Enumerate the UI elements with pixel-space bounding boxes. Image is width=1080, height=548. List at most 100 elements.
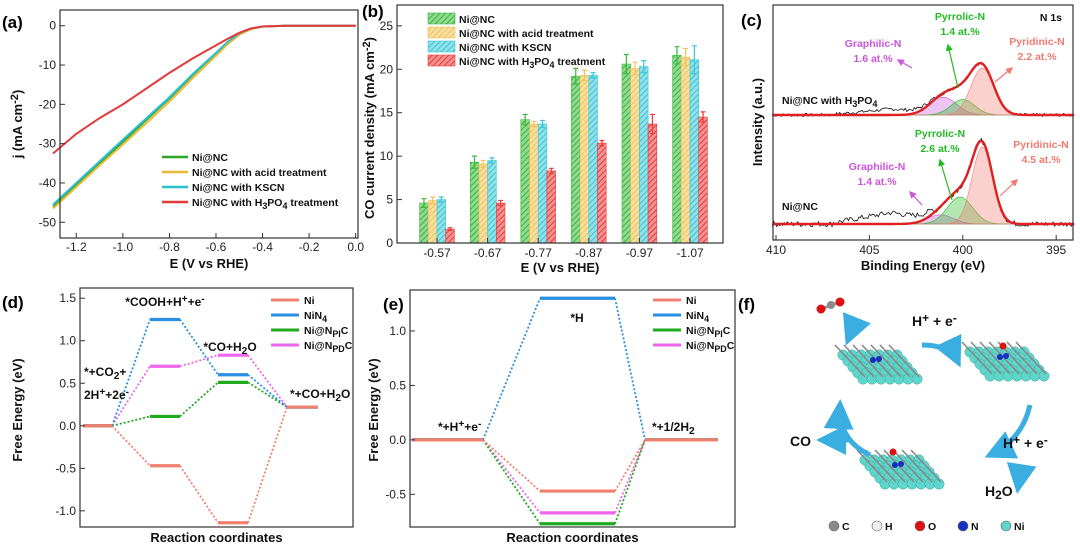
state-label: *CO+H2O <box>203 340 256 357</box>
bar <box>546 170 556 244</box>
legend-label: Ni <box>304 295 315 307</box>
legend-label: Ni@NC with H3PO4 treatment <box>459 56 606 70</box>
bar <box>537 123 548 244</box>
annotation-arrow <box>938 158 953 201</box>
legend-label: Ni@NPDC <box>304 340 353 354</box>
component-name: Pyrrolic-N <box>915 128 965 140</box>
y-tick-label: 0.0 <box>59 419 76 433</box>
error-bar <box>632 61 638 76</box>
error-bar <box>548 167 554 175</box>
y-tick-label: 0.5 <box>389 378 406 392</box>
panel-a-axes <box>59 9 359 239</box>
state-label: *+CO2+ <box>84 365 126 382</box>
y-axis-title: Free Energy (eV) <box>10 358 25 461</box>
y-axis-title: CO current density (mA cm-2) <box>361 37 377 219</box>
panel-label: (f) <box>738 295 755 314</box>
y-tick-label: 1.0 <box>389 324 406 338</box>
x-axis-title: Binding Energy (eV) <box>861 258 985 273</box>
y-tick-label: -10 <box>39 58 57 72</box>
reaction-arrow <box>984 404 1033 459</box>
reaction-arrow <box>842 312 871 346</box>
step-label: H+ + e- <box>912 311 957 329</box>
x-tick-label: 0.0 <box>347 240 364 254</box>
fitted-envelope <box>772 61 1075 117</box>
component-name: Pyrrolic-N <box>935 11 985 23</box>
error-bar <box>489 157 495 164</box>
error-bar <box>599 139 605 147</box>
panel-label: (d) <box>2 293 24 312</box>
y-axis-title: Free Energy (eV) <box>366 358 381 461</box>
legend-label: Ni@NPDC <box>686 340 735 354</box>
state-label: *H <box>570 311 583 325</box>
x-tick-label: -0.2 <box>299 240 320 254</box>
fitted-envelope <box>772 139 1075 226</box>
y-tick-label: 0.0 <box>389 433 406 447</box>
component-value: 2.2 at.% <box>1017 51 1057 63</box>
co2-carbon <box>827 301 835 309</box>
x-axis-title: Reaction coordinates <box>150 530 282 545</box>
energy-connector <box>111 415 151 427</box>
x-tick-label: -1.2 <box>66 240 87 254</box>
bar <box>436 199 446 244</box>
reaction-arrow <box>823 399 872 458</box>
panel-label: (e) <box>383 295 404 314</box>
y-tick-label: -0.5 <box>385 487 406 501</box>
legend-label: Ni@NC with H3PO4 treatment <box>192 197 339 211</box>
energy-connector <box>179 381 219 418</box>
panel-b-axes <box>396 4 724 244</box>
x-tick-label: 405 <box>859 243 879 257</box>
bar <box>672 55 682 244</box>
energy-connector <box>614 439 646 514</box>
bar <box>495 202 506 244</box>
panel-c-axes <box>772 4 1074 241</box>
x-axis-title: Reaction coordinates <box>506 530 638 545</box>
error-bar <box>447 227 453 232</box>
co2-oxygen <box>816 304 826 314</box>
catalyst-slab <box>834 344 923 385</box>
x-axis-title: E (V vs RHE) <box>521 260 600 275</box>
legend-swatch <box>427 54 456 67</box>
bar <box>588 75 598 244</box>
energy-connector <box>179 465 219 524</box>
bar <box>630 68 640 244</box>
error-bar <box>540 119 546 129</box>
x-tick-label: -0.8 <box>159 240 180 254</box>
component-value: 1.4 at.% <box>857 176 897 188</box>
y-tick-label: 5 <box>386 193 393 207</box>
atom-legend-label: Ni <box>1014 521 1025 533</box>
y-tick-label: -0.5 <box>55 461 76 475</box>
atom-legend-swatch <box>1000 520 1012 532</box>
state-label: *+H++e- <box>438 419 481 434</box>
error-bar <box>472 155 478 169</box>
component-name: Graphilic-N <box>849 161 906 173</box>
state-label: *+1/2H2 <box>652 420 695 437</box>
y-tick-label: 15 <box>380 106 394 120</box>
co2-oxygen <box>835 297 845 307</box>
sample-label: Ni@NC with H3PO4 <box>782 95 877 109</box>
error-bar <box>522 113 528 126</box>
bar <box>419 202 429 244</box>
spectrum-title: N 1s <box>1040 12 1062 24</box>
bar <box>520 119 530 244</box>
error-bar <box>430 196 436 205</box>
x-tick-label: -1.07 <box>676 246 704 260</box>
energy-connector <box>482 439 541 525</box>
y-tick-label: -40 <box>39 176 57 190</box>
y-tick-label: 0 <box>386 236 393 250</box>
error-bar <box>691 45 697 75</box>
bar <box>680 56 691 244</box>
y-tick-label: -30 <box>39 137 57 151</box>
adsorbate-atom <box>999 342 1007 350</box>
bar <box>621 63 631 244</box>
y-axis-title: j (mA cm-2) <box>9 90 25 160</box>
legend-label: Ni@NC <box>459 14 495 26</box>
legend-swatch <box>427 40 456 53</box>
y-tick-label: 0 <box>49 19 56 33</box>
atom-legend-label: C <box>842 521 850 533</box>
bar <box>487 160 497 244</box>
legend-swatch <box>427 26 456 39</box>
legend-label: Ni@NC <box>192 152 228 164</box>
x-tick-label: -0.57 <box>423 246 451 260</box>
lsv-curve <box>52 24 356 155</box>
panel-axes <box>409 289 736 528</box>
